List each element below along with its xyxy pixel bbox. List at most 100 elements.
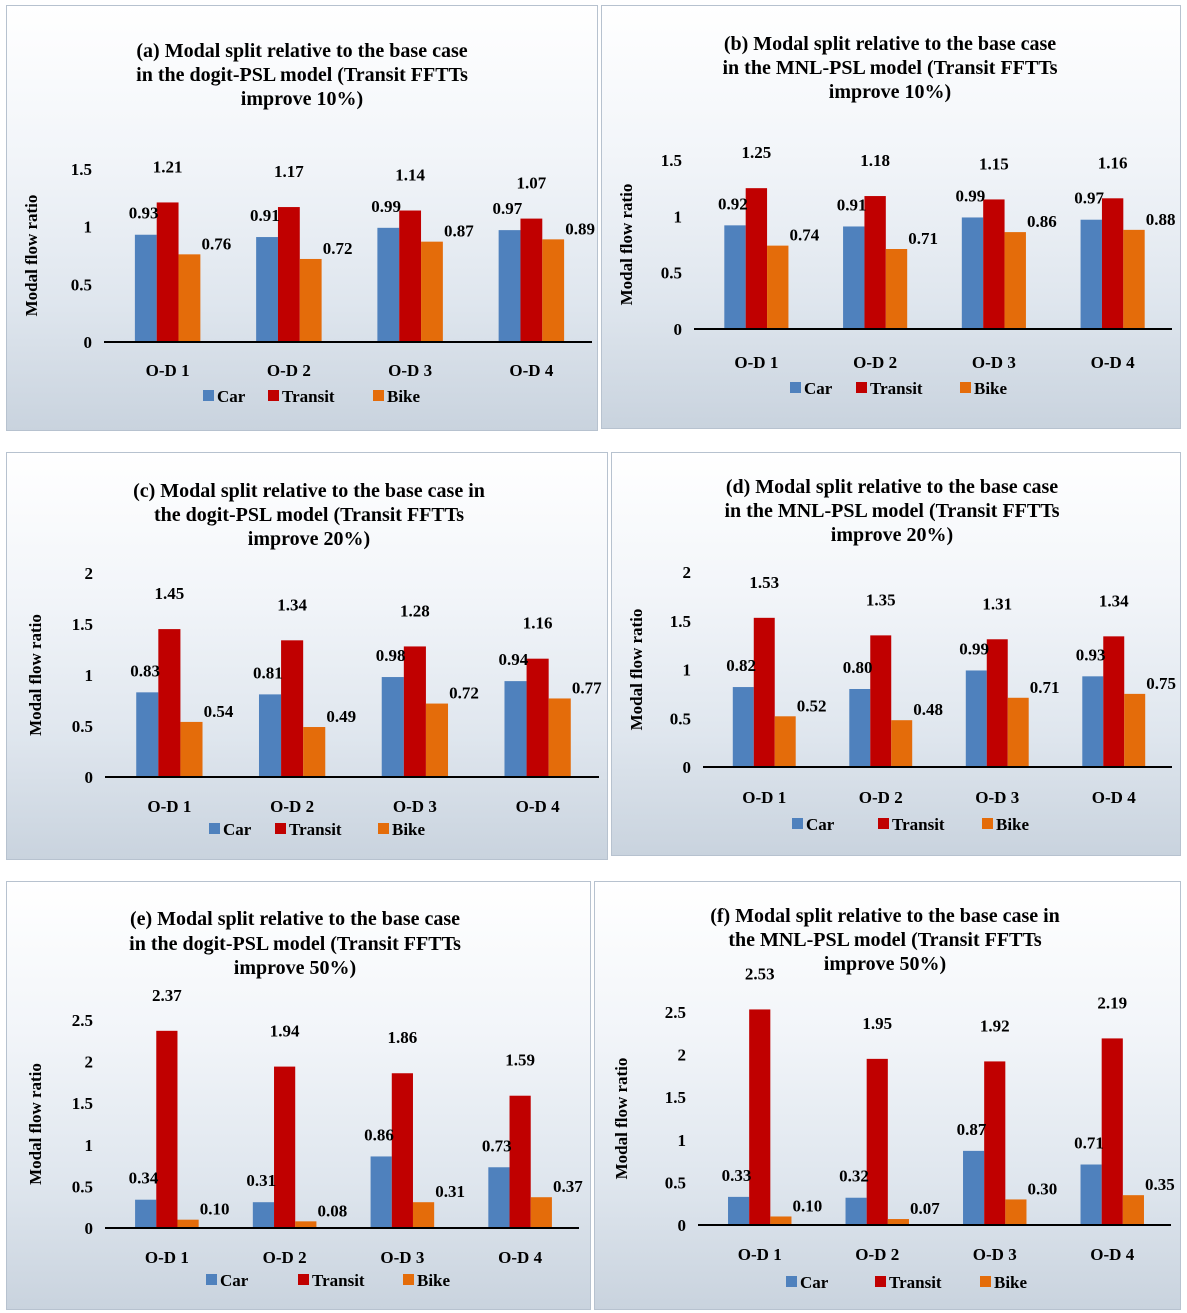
data-label-transit: 1.45: [155, 584, 185, 603]
y-tick-label: 0: [84, 333, 93, 352]
bar-transit-3: [986, 639, 1008, 767]
legend-label-transit: Transit: [312, 1271, 365, 1290]
legend-swatch-car: [206, 1274, 217, 1285]
legend-label-car: Car: [220, 1271, 249, 1290]
data-label-bike: 0.77: [572, 678, 602, 697]
legend-swatch-transit: [856, 382, 867, 393]
y-tick-label: 0.5: [71, 275, 92, 294]
data-label-transit: 1.17: [274, 162, 304, 181]
data-label-bike: 0.74: [790, 226, 820, 245]
x-category-label: O-D 2: [270, 797, 314, 816]
data-label-car: 0.87: [957, 1120, 987, 1139]
bar-bike-4: [1122, 1195, 1144, 1225]
legend-swatch-car: [203, 390, 214, 401]
data-label-car: 0.93: [129, 204, 159, 223]
y-tick-label: 2: [85, 1053, 94, 1072]
chart-title-line: in the dogit-PSL model (Transit FFTTs: [136, 64, 468, 86]
data-label-transit: 1.14: [395, 166, 425, 185]
bar-transit-4: [520, 218, 543, 342]
legend-swatch-bike: [980, 1276, 991, 1287]
chart-b-svg: (b) Modal split relative to the base cas…: [617, 33, 1176, 398]
data-label-transit: 1.15: [979, 154, 1009, 173]
data-label-bike: 0.72: [449, 684, 479, 703]
x-category-label: O-D 3: [380, 1248, 424, 1267]
bar-car-4: [1080, 1164, 1102, 1225]
data-label-car: 0.92: [718, 194, 748, 213]
bar-bike-4: [530, 1197, 552, 1228]
bar-transit-2: [870, 635, 892, 767]
legend-swatch-car: [790, 382, 801, 393]
data-label-bike: 0.86: [1027, 212, 1057, 231]
bar-bike-2: [303, 727, 326, 777]
data-label-car: 0.99: [959, 639, 989, 658]
legend-swatch-car: [209, 823, 220, 834]
bar-bike-3: [425, 703, 449, 777]
y-axis-label: Modal flow ratio: [26, 1063, 45, 1185]
bar-bike-3: [1004, 232, 1026, 329]
x-category-label: O-D 1: [147, 797, 191, 816]
bar-bike-1: [177, 1219, 199, 1228]
data-label-car: 0.97: [1074, 189, 1104, 208]
x-category-label: O-D 3: [388, 361, 432, 380]
bar-bike-1: [770, 1216, 792, 1225]
data-label-bike: 0.52: [797, 696, 827, 715]
data-label-bike: 0.89: [565, 219, 595, 238]
bar-transit-3: [399, 210, 422, 342]
legend-label-bike: Bike: [387, 387, 421, 406]
data-label-transit: 1.25: [742, 143, 772, 162]
bar-car-4: [488, 1167, 510, 1228]
x-category-label: O-D 1: [742, 788, 786, 807]
data-label-bike: 0.10: [793, 1196, 823, 1215]
chart-title-line: (b) Modal split relative to the base cas…: [724, 33, 1056, 55]
chart-title-line: (f) Modal split relative to the base cas…: [710, 905, 1060, 927]
legend-label-transit: Transit: [889, 1273, 942, 1292]
data-label-bike: 0.71: [1030, 678, 1060, 697]
legend-label-bike: Bike: [994, 1273, 1028, 1292]
bar-transit-4: [1103, 636, 1125, 767]
bar-bike-1: [767, 245, 789, 329]
bar-transit-2: [281, 640, 304, 777]
data-label-bike: 0.87: [444, 222, 474, 241]
data-label-bike: 0.48: [913, 700, 943, 719]
y-tick-label: 1.5: [665, 1088, 686, 1107]
bar-car-4: [1080, 219, 1102, 329]
bar-transit-2: [866, 1058, 888, 1225]
data-label-bike: 0.10: [200, 1200, 230, 1219]
bar-bike-3: [1005, 1199, 1027, 1225]
y-tick-label: 1: [683, 661, 692, 680]
bar-car-3: [377, 227, 400, 342]
legend-swatch-transit: [275, 823, 286, 834]
bar-car-4: [504, 681, 527, 777]
data-label-car: 0.97: [492, 199, 522, 218]
data-label-transit: 1.95: [862, 1014, 892, 1033]
bar-transit-4: [1101, 198, 1124, 329]
bar-bike-4: [548, 698, 571, 777]
y-tick-label: 0.5: [661, 264, 682, 283]
data-label-bike: 0.72: [323, 239, 353, 258]
data-label-transit: 1.16: [523, 614, 553, 633]
data-label-bike: 0.07: [910, 1199, 940, 1218]
bar-car-1: [136, 692, 159, 777]
data-label-bike: 0.37: [553, 1177, 583, 1196]
y-axis-label: Modal flow ratio: [612, 1058, 631, 1180]
legend-swatch-bike: [373, 390, 384, 401]
bar-transit-2: [274, 1066, 296, 1228]
y-tick-label: 1: [678, 1131, 687, 1150]
chart-panel-d: (d) Modal split relative to the base cas…: [611, 452, 1181, 856]
legend-swatch-bike: [982, 818, 993, 829]
chart-panel-b: (b) Modal split relative to the base cas…: [601, 5, 1181, 429]
y-tick-label: 2.5: [665, 1003, 686, 1022]
bar-transit-1: [753, 617, 775, 767]
bar-car-3: [965, 670, 987, 767]
y-axis-label: Modal flow ratio: [627, 609, 646, 731]
bar-bike-3: [1007, 697, 1029, 767]
data-label-bike: 0.88: [1146, 210, 1176, 229]
bar-car-2: [843, 226, 865, 329]
data-label-car: 0.33: [722, 1166, 752, 1185]
y-tick-label: 1.5: [670, 612, 691, 631]
chart-title-line: the dogit-PSL model (Transit FFTTs: [154, 504, 464, 526]
bar-bike-1: [180, 721, 203, 777]
chart-title-line: (a) Modal split relative to the base cas…: [136, 40, 467, 62]
data-label-car: 0.93: [1076, 645, 1106, 664]
data-label-car: 0.80: [843, 658, 873, 677]
